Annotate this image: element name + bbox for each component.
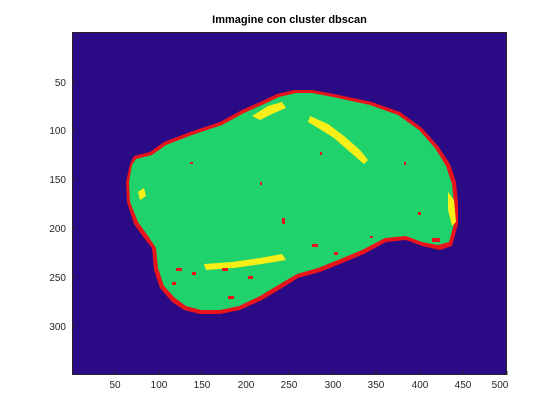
- y-tick-label: 50: [55, 78, 67, 89]
- highlight-cluster-ridge: [308, 116, 368, 164]
- highlight-cluster-left: [138, 188, 146, 200]
- x-tick-label: 300: [325, 380, 342, 391]
- y-tick-label: 200: [49, 224, 66, 235]
- x-tick-label: 400: [412, 380, 429, 391]
- x-tick-label: 500: [492, 380, 509, 391]
- x-tick-label: 50: [109, 380, 121, 391]
- y-tick-label: 100: [49, 126, 66, 137]
- plot-area: [72, 32, 507, 375]
- main-cluster-region: [129, 93, 454, 310]
- y-tick-label: 150: [49, 175, 66, 186]
- x-tick-label: 200: [238, 380, 255, 391]
- edge-cluster-speckles: [172, 152, 440, 299]
- y-tick-label: 300: [49, 322, 66, 333]
- highlight-cluster-right: [448, 192, 456, 226]
- plot-title: Immagine con cluster dbscan: [212, 14, 367, 26]
- x-axis-ticks: 50 100 150 200 250 300 350 400 450 500: [109, 371, 509, 391]
- x-tick-label: 350: [368, 380, 385, 391]
- y-axis-ticks: 50 100 150 200 250 300: [49, 78, 76, 333]
- highlight-cluster-bottom: [204, 254, 286, 270]
- y-tick-label: 250: [49, 273, 66, 284]
- x-tick-label: 100: [151, 380, 168, 391]
- x-tick-label: 150: [194, 380, 211, 391]
- highlight-cluster-top: [252, 102, 286, 120]
- x-tick-label: 450: [455, 380, 472, 391]
- x-tick-label: 250: [281, 380, 298, 391]
